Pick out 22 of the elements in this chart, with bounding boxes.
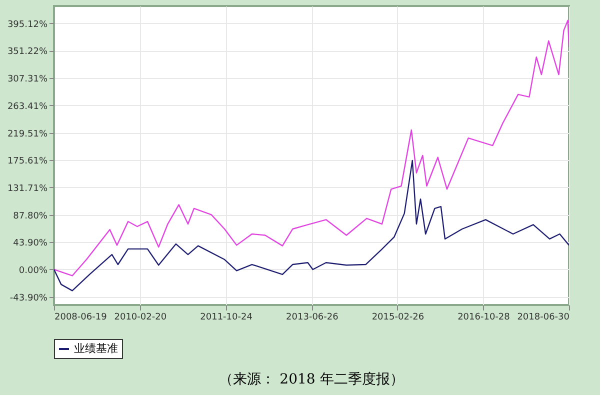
y-tick-label: 351.22% [7,47,48,58]
x-tick-label: 2011-10-24 [200,312,253,322]
x-tick-label: 2010-02-20 [114,312,167,322]
y-tick-label: 263.41% [7,102,48,112]
y-tick-label: 131.71% [7,184,48,194]
y-tick-label: 0.00% [18,266,48,276]
y-tick-label: 307.31% [7,74,48,85]
y-tick-label: -43.90% [10,293,48,304]
y-tick-label: 395.12% [7,20,48,30]
y-tick-label: 175.61% [7,156,48,167]
legend-label: 业绩基准 [74,342,118,355]
line-series [54,20,569,276]
y-tick-label: 43.90% [13,238,48,249]
line-series [54,160,569,292]
x-tick-label: 2016-10-28 [458,312,510,322]
text: （来源： 2018 年二季度报） [219,372,404,388]
x-tick-label: 2015-02-26 [372,312,424,322]
y-tick-label: 219.51% [7,129,48,140]
y-tick-label: 87.80% [13,211,48,222]
x-tick-label: 2013-06-26 [286,312,339,322]
x-tick-label: 2008-06-19 [54,312,108,322]
x-tick-label: 2018-06-30 [517,312,570,322]
